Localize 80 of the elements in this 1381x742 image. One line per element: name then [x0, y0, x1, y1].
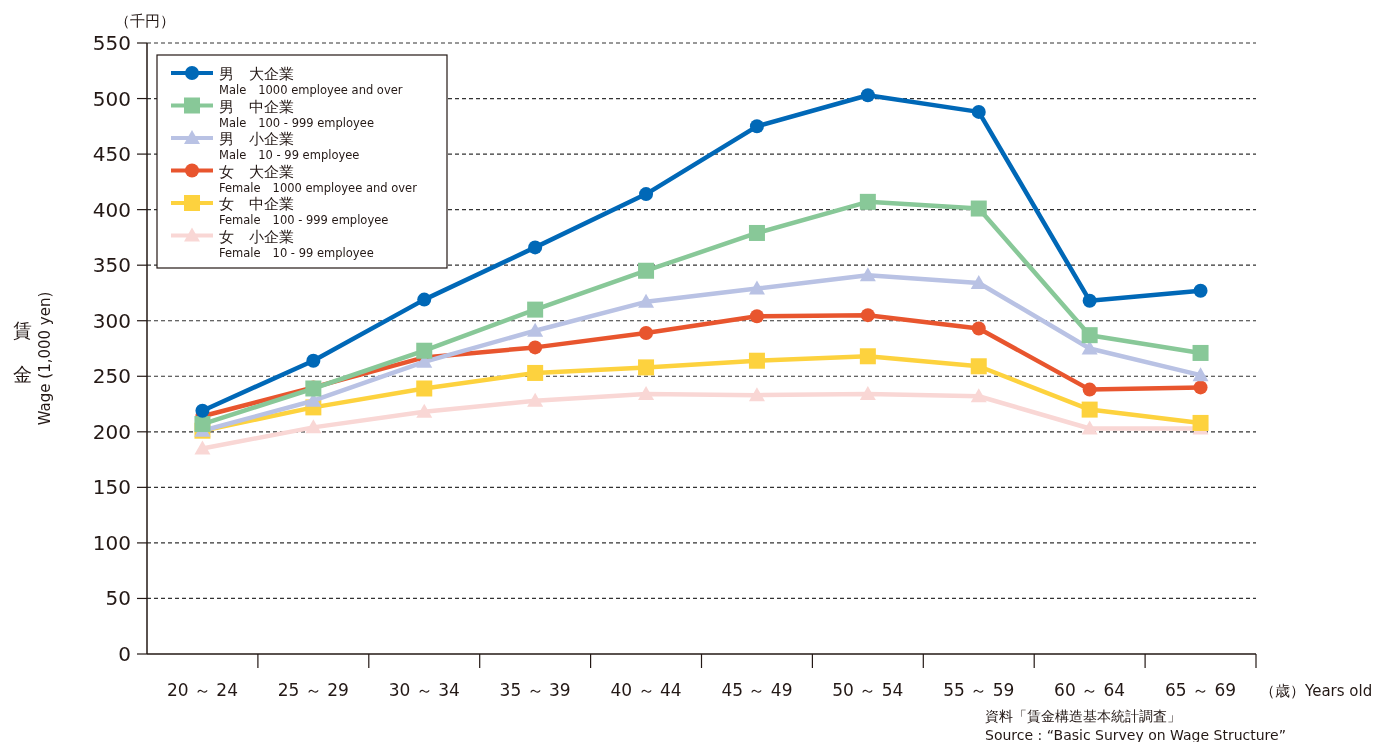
legend-label: 女 大企業 Female 1000 employee and over: [219, 162, 418, 195]
point: [748, 280, 765, 295]
point: [749, 119, 764, 134]
x-tick-label: 50 ～ 54: [832, 680, 904, 700]
y-tick-label: 200: [92, 419, 131, 444]
legend-label: 男 小企業 Male 10 - 99 employee: [219, 130, 360, 162]
point: [416, 342, 433, 359]
point: [195, 403, 210, 418]
point: [748, 352, 765, 369]
point: [416, 380, 433, 397]
point: [1082, 382, 1097, 397]
y-tick-label: 50: [105, 586, 131, 611]
legend-label: 女 小企業 Female 10 - 99 employee: [219, 227, 374, 260]
y-tick-label: 150: [92, 475, 131, 500]
point: [1081, 327, 1098, 344]
point: [638, 386, 655, 401]
point: [1192, 414, 1209, 431]
point: [748, 387, 765, 402]
point: [1192, 367, 1209, 382]
point: [971, 321, 986, 336]
point: [860, 88, 875, 103]
point: [416, 403, 433, 418]
point: [638, 262, 655, 279]
x-tick-label: 30 ～ 34: [388, 680, 460, 700]
source-note: Source : “Basic Survey on Wage Structure”: [985, 727, 1286, 742]
point: [970, 358, 987, 375]
point: [859, 193, 876, 210]
point: [971, 104, 986, 119]
point: [1081, 420, 1098, 435]
y-tick-label: 350: [92, 253, 131, 278]
x-tick-label: 45 ～ 49: [721, 680, 793, 700]
point: [639, 325, 654, 340]
point: [194, 416, 211, 433]
y-tick-label: 450: [92, 142, 131, 167]
y-tick-label: 250: [92, 364, 131, 389]
y-tick-label: 300: [92, 308, 131, 333]
point: [527, 392, 544, 407]
point: [1192, 344, 1209, 361]
x-tick-label: 20 ～ 24: [166, 680, 238, 700]
x-tick-label: 60 ～ 64: [1054, 680, 1126, 700]
y-tick-label: 400: [92, 197, 131, 222]
point: [860, 308, 875, 323]
x-tick-label: 65 ～ 69: [1165, 680, 1237, 700]
x-axis-title: （歳）Years old: [1260, 682, 1373, 700]
text: 資料「賃金構造基本統計調査」: [985, 708, 1181, 724]
point: [638, 359, 655, 376]
point: [748, 224, 765, 241]
point: [639, 187, 654, 202]
point: [305, 419, 322, 434]
point: [859, 386, 876, 401]
x-tick-label: 35 ～ 39: [499, 680, 571, 700]
point: [306, 353, 321, 368]
point: [638, 293, 655, 308]
point: [528, 340, 543, 355]
y-tick-label: 500: [92, 86, 131, 111]
x-tick-label: 40 ～ 44: [610, 680, 682, 700]
point: [970, 200, 987, 217]
point: [417, 292, 432, 307]
point: [194, 440, 211, 455]
point: [527, 301, 544, 318]
point: [970, 388, 987, 403]
point: [1082, 293, 1097, 308]
y-tick-label: 550: [92, 31, 131, 55]
point: [859, 348, 876, 365]
legend-label: 女 中企業 Female 100 - 999 employee: [219, 195, 389, 227]
x-tick-label: 25 ～ 29: [277, 680, 349, 700]
legend-label: 男 大企業 Male 1000 employee and over: [219, 65, 403, 97]
point: [527, 322, 544, 337]
point: [527, 364, 544, 381]
y-tick-label: 0: [118, 642, 131, 666]
point: [1193, 283, 1208, 298]
x-tick-label: 55 ～ 59: [943, 680, 1015, 700]
point: [1193, 380, 1208, 395]
point: [859, 267, 876, 282]
point: [528, 240, 543, 255]
text: （千円）: [115, 12, 175, 30]
point: [1081, 401, 1098, 418]
y-tick-label: 100: [92, 530, 131, 555]
point: [749, 309, 764, 324]
legend-label: 男 中企業 Male 100 - 999 employee: [219, 97, 375, 130]
